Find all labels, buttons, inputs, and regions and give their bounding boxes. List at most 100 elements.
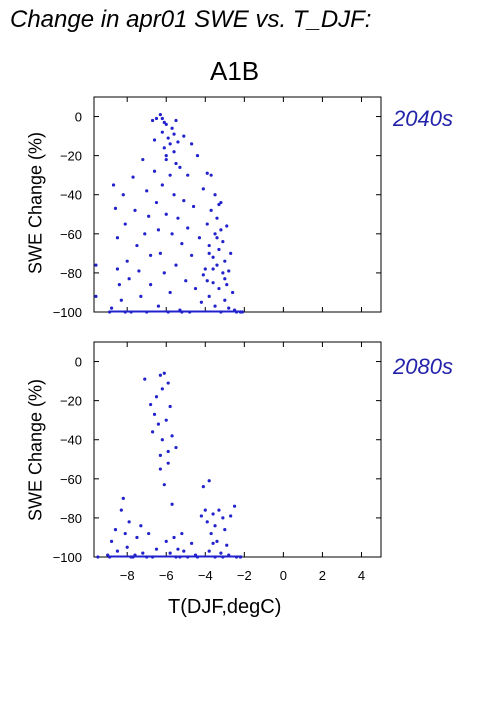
data-point (174, 445, 178, 450)
data-point (152, 138, 157, 142)
data-point (170, 232, 174, 236)
data-point (160, 387, 164, 391)
data-point (190, 253, 194, 257)
y-tick-label: −100 (53, 305, 82, 320)
data-point (211, 281, 215, 285)
data-point (217, 247, 221, 252)
data-point (113, 206, 118, 211)
data-point (156, 304, 161, 308)
data-point (207, 243, 211, 248)
data-point (158, 453, 162, 457)
data-point (172, 535, 176, 540)
data-point (164, 539, 168, 543)
data-point (215, 539, 219, 543)
data-point (229, 514, 233, 518)
data-point (215, 263, 219, 267)
data-point (109, 539, 114, 543)
data-point (164, 154, 168, 158)
data-point (186, 226, 190, 230)
data-point (205, 279, 209, 283)
data-point (137, 269, 141, 273)
data-point (160, 438, 164, 442)
data-point (139, 524, 143, 528)
data-point (149, 402, 153, 407)
data-point (211, 541, 215, 545)
plot-frame (93, 341, 382, 558)
data-point (162, 371, 166, 375)
x-tick-label: −4 (198, 568, 213, 583)
data-point (201, 485, 205, 489)
y-tick-label: −40 (60, 433, 82, 448)
data-point (152, 169, 157, 173)
data-point (217, 508, 221, 512)
data-point (119, 298, 123, 302)
data-point (127, 277, 131, 281)
data-point (176, 547, 180, 551)
data-point (205, 171, 209, 175)
data-point (232, 504, 237, 508)
y-tick-label: 0 (75, 355, 82, 370)
data-point (186, 173, 190, 177)
data-point (170, 502, 174, 506)
data-point (225, 283, 229, 287)
data-point (147, 531, 151, 536)
data-point (225, 543, 229, 547)
data-point (164, 418, 168, 422)
data-point (158, 373, 162, 377)
data-point (184, 279, 188, 283)
data-point (121, 496, 125, 500)
data-point (172, 132, 176, 136)
data-point (182, 134, 186, 138)
data-point (180, 531, 184, 536)
data-point (199, 300, 203, 304)
x-tick-label: 0 (280, 568, 287, 583)
data-point (168, 404, 172, 409)
data-point (223, 528, 227, 532)
data-point (209, 173, 213, 177)
data-point (141, 157, 145, 162)
data-point (211, 255, 215, 259)
data-point (115, 549, 120, 553)
y-tick-label: −60 (60, 227, 82, 242)
x-tick-label: 2 (319, 568, 326, 583)
data-point (190, 541, 194, 545)
data-point (201, 187, 205, 191)
y-tick-label: 0 (75, 110, 82, 125)
data-point (193, 286, 198, 291)
data-point (133, 208, 137, 212)
data-point (180, 241, 184, 246)
data-point (209, 208, 213, 212)
data-point (174, 263, 178, 267)
data-point (162, 146, 166, 150)
data-point (203, 267, 207, 271)
data-point (217, 202, 221, 207)
data-point (149, 253, 153, 257)
data-point (209, 531, 213, 536)
data-point (191, 204, 196, 209)
data-point (174, 118, 178, 123)
data-point (201, 273, 205, 277)
data-point (149, 283, 153, 287)
data-point (172, 150, 176, 154)
x-axis-label: T(DJF,degC) (168, 596, 282, 618)
data-point (154, 395, 159, 399)
data-point (119, 508, 123, 512)
data-point (182, 198, 186, 203)
data-point (143, 377, 147, 381)
data-point (121, 193, 125, 197)
data-point (162, 271, 166, 275)
period-label-2040s: 2040s (393, 106, 453, 131)
data-point (170, 434, 174, 438)
data-point (135, 535, 139, 540)
data-point (164, 122, 168, 126)
data-point (178, 165, 182, 169)
data-point (131, 175, 135, 179)
data-point (219, 200, 223, 205)
data-point (156, 422, 161, 426)
data-point (141, 551, 145, 555)
data-point (160, 130, 164, 134)
data-point (197, 236, 202, 240)
x-tick-label: 4 (358, 568, 365, 583)
data-point (164, 157, 168, 162)
data-point (166, 461, 170, 465)
